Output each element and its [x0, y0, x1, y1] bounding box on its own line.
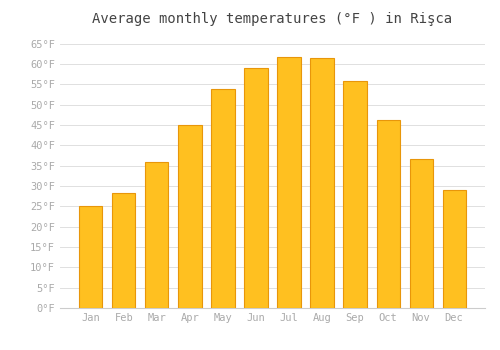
Bar — [376, 120, 400, 308]
Bar — [410, 159, 432, 308]
Bar — [146, 162, 169, 308]
Bar — [212, 89, 234, 308]
Bar — [442, 190, 466, 308]
Bar — [244, 68, 268, 308]
Bar — [112, 193, 136, 308]
Title: Average monthly temperatures (°F ) in Rişca: Average monthly temperatures (°F ) in Ri… — [92, 12, 452, 26]
Bar — [80, 205, 102, 308]
Bar — [344, 81, 366, 308]
Bar — [178, 125, 202, 308]
Bar — [278, 57, 300, 308]
Bar — [310, 58, 334, 308]
